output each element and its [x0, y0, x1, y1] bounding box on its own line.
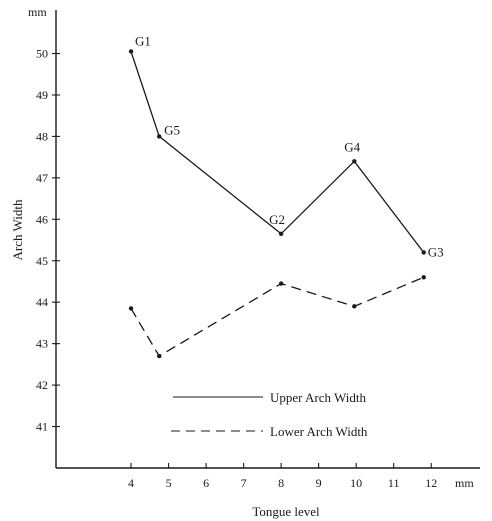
x-tick-label: 10 [350, 476, 362, 490]
x-tick-label: 8 [278, 476, 284, 490]
data-point-lower-arch-width [128, 306, 134, 311]
point-label-g3: G3 [428, 244, 444, 259]
y-tick-label: 47 [36, 171, 48, 185]
point-label-g5: G5 [164, 122, 180, 137]
x-tick-label: 7 [241, 476, 247, 490]
x-tick-label: 6 [203, 476, 209, 490]
data-point-lower-arch-width [352, 304, 357, 309]
x-ticks: 4 5 6 7 8 9 10 11 12 [128, 463, 437, 490]
x-tick-label: 5 [166, 476, 172, 490]
legend: Upper Arch Width Lower Arch Width [171, 390, 368, 439]
y-axis-unit-label: mm [28, 5, 47, 19]
y-tick-label: 46 [36, 212, 48, 226]
data-point-upper-arch-width [278, 231, 284, 237]
y-tick-label: 43 [36, 337, 48, 351]
y-tick-label: 50 [36, 47, 48, 61]
legend-label-lower-arch-width: Lower Arch Width [270, 424, 368, 439]
y-tick-label: 49 [36, 88, 48, 102]
data-point-upper-arch-width [156, 134, 162, 139]
series-line-lower-arch-width [130, 276, 424, 357]
y-ticks: 41 42 43 44 45 46 47 48 49 50 [36, 47, 60, 434]
point-label-g1: G1 [135, 33, 151, 48]
series-layer: G1 G5 G2 G4 G3 [128, 33, 444, 359]
y-axis-title: Arch Width [10, 199, 25, 260]
y-tick-label: 44 [36, 295, 48, 309]
axes [55, 10, 480, 469]
x-axis-unit-label: mm [455, 476, 474, 490]
y-tick-label: 42 [36, 378, 48, 392]
x-tick-label: 12 [425, 476, 437, 490]
y-tick-label: 48 [36, 129, 48, 143]
point-label-g4: G4 [344, 139, 360, 154]
x-tick-label: 4 [128, 476, 134, 490]
data-point-upper-arch-width [128, 49, 134, 54]
legend-label-upper-arch-width: Upper Arch Width [270, 390, 366, 405]
x-tick-label: 9 [316, 476, 322, 490]
data-point-upper-arch-width [421, 250, 426, 255]
data-point-lower-arch-width [421, 275, 426, 280]
x-axis-title: Tongue level [252, 504, 320, 519]
y-tick-label: 41 [36, 420, 48, 434]
data-point-upper-arch-width [352, 159, 357, 164]
data-point-lower-arch-width [278, 281, 284, 286]
data-point-lower-arch-width [156, 353, 162, 359]
x-tick-label: 11 [388, 476, 400, 490]
y-tick-label: 45 [36, 254, 48, 268]
point-label-g2: G2 [269, 212, 285, 227]
